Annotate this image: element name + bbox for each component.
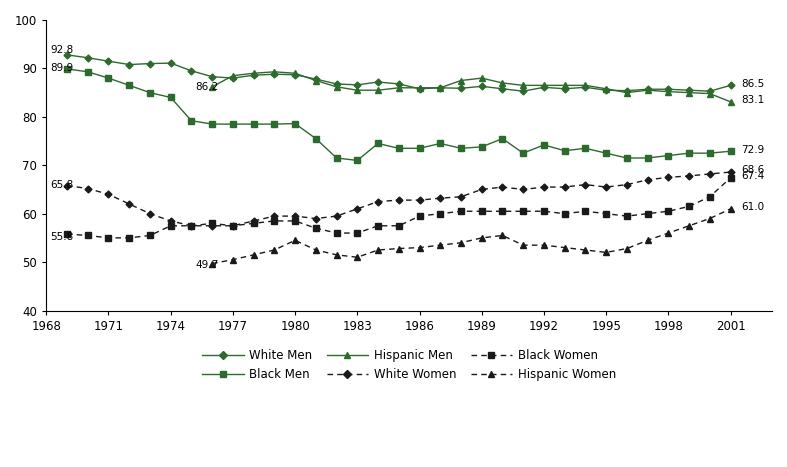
Text: 92.8: 92.8 — [50, 45, 74, 55]
Text: 72.9: 72.9 — [741, 145, 764, 155]
Text: 61.0: 61.0 — [741, 202, 764, 212]
Text: 67.4: 67.4 — [741, 171, 764, 181]
Text: 49.7: 49.7 — [195, 260, 219, 270]
Legend: White Men, Black Men, Hispanic Men, White Women, Black Women, Hispanic Women: White Men, Black Men, Hispanic Men, Whit… — [198, 345, 621, 386]
Text: 89.9: 89.9 — [50, 63, 74, 73]
Text: 68.6: 68.6 — [741, 165, 764, 176]
Text: 86.5: 86.5 — [741, 79, 764, 89]
Text: 83.1: 83.1 — [741, 95, 764, 105]
Text: 86.2: 86.2 — [195, 82, 219, 92]
Text: 65.8: 65.8 — [50, 179, 74, 190]
Text: 55.8: 55.8 — [50, 232, 74, 242]
